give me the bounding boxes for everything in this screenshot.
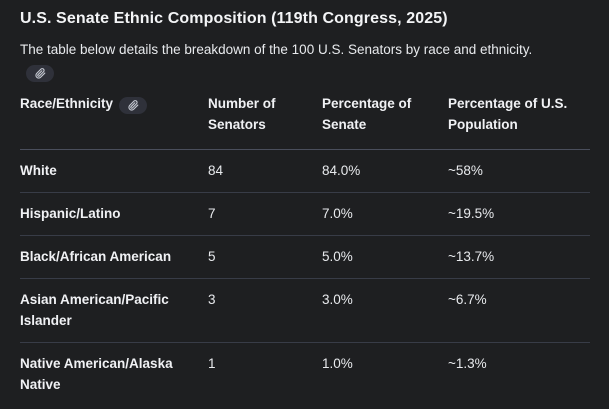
table-row: Hispanic/Latino 7 7.0% ~19.5% [20, 193, 590, 236]
description-sentence: The table below details the breakdown of… [20, 42, 533, 57]
description-text: The table below details the breakdown of… [20, 39, 542, 83]
pct-population-cell: ~13.7% [448, 249, 495, 264]
pct-senate-cell: 84.0% [322, 163, 361, 178]
column-header-pct-population: Percentage of U.S. Population [448, 96, 568, 132]
senators-cell: 1 [208, 356, 216, 371]
pct-population-cell: ~6.7% [448, 292, 487, 307]
senate-composition-table: Race/Ethnicity Number of Senators Percen… [20, 93, 590, 406]
pct-senate-cell: 3.0% [322, 292, 353, 307]
pct-senate-cell: 7.0% [322, 206, 353, 221]
table-row: Asian American/Pacific Islander 3 3.0% ~… [20, 279, 590, 343]
senators-cell: 5 [208, 249, 216, 264]
race-cell: Asian American/Pacific Islander [20, 292, 169, 328]
pct-population-cell: ~19.5% [448, 206, 495, 221]
citation-chip[interactable] [119, 97, 148, 114]
pct-population-cell: ~58% [448, 163, 483, 178]
race-cell: Black/African American [20, 249, 172, 264]
pct-senate-cell: 1.0% [322, 356, 353, 371]
paperclip-icon [34, 68, 46, 79]
citation-chip[interactable] [26, 65, 54, 82]
race-cell: Hispanic/Latino [20, 206, 121, 221]
column-header-race-label: Race/Ethnicity [20, 96, 114, 111]
pct-senate-cell: 5.0% [322, 249, 353, 264]
table-row: Black/African American 5 5.0% ~13.7% [20, 236, 590, 279]
column-header-race: Race/Ethnicity [20, 93, 208, 135]
table-header-row: Race/Ethnicity Number of Senators Percen… [20, 93, 590, 150]
senators-cell: 3 [208, 292, 216, 307]
table-row: White 84 84.0% ~58% [20, 150, 590, 193]
column-header-pct-senate: Percentage of Senate [322, 96, 412, 132]
race-cell: White [20, 163, 57, 178]
pct-population-cell: ~1.3% [448, 356, 487, 371]
column-header-senators: Number of Senators [208, 96, 276, 132]
table-row: Native American/Alaska Native 1 1.0% ~1.… [20, 343, 590, 406]
senators-cell: 84 [208, 163, 224, 178]
senators-cell: 7 [208, 206, 216, 221]
race-cell: Native American/Alaska Native [20, 356, 173, 392]
paperclip-icon [127, 100, 139, 111]
page-title: U.S. Senate Ethnic Composition (119th Co… [20, 10, 448, 27]
